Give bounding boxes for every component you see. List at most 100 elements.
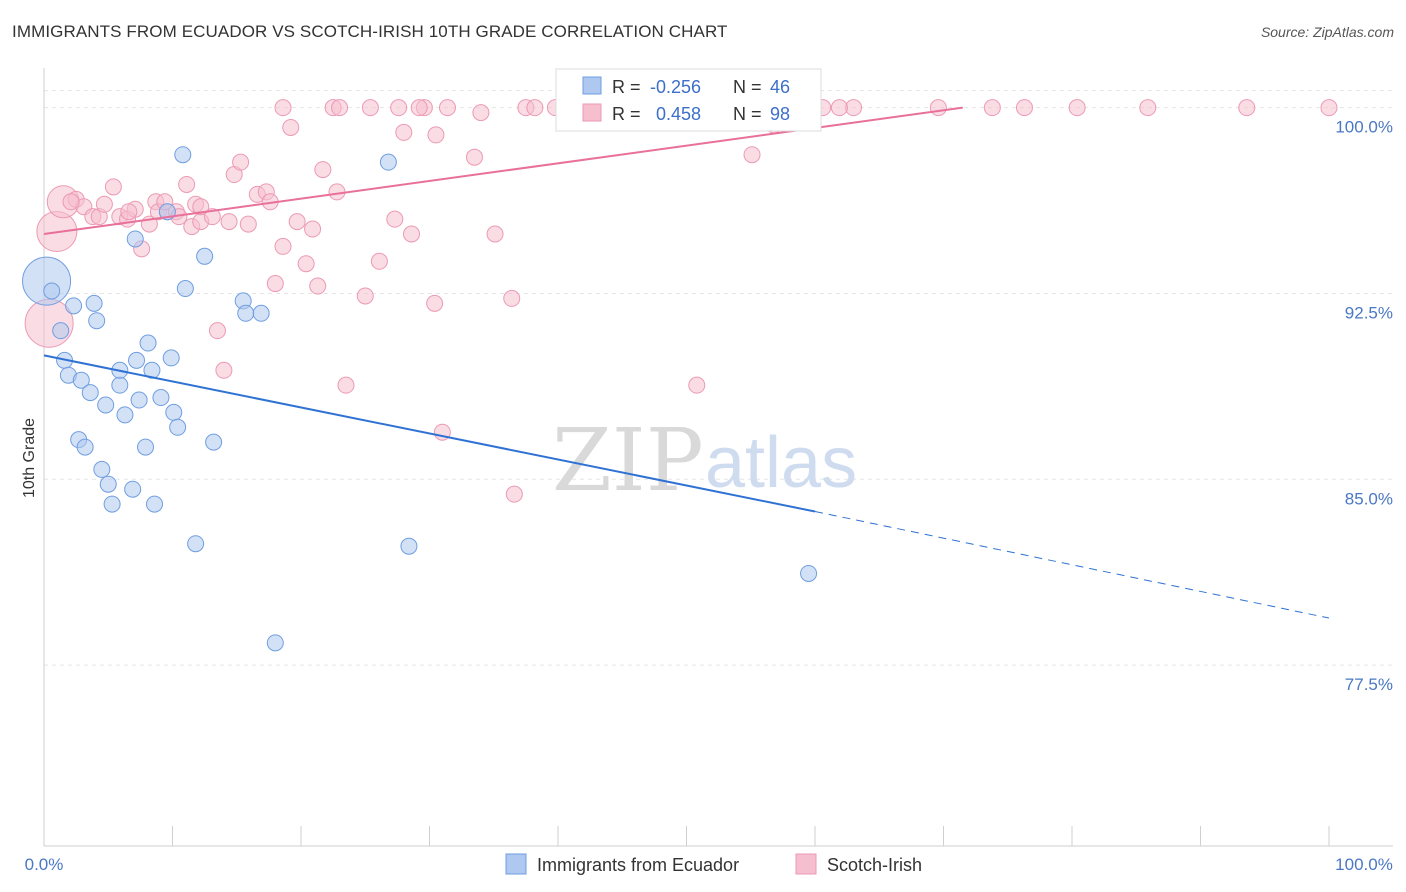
data-point-scotch-irish bbox=[297, 255, 315, 273]
axes bbox=[43, 68, 1393, 847]
data-point-ecuador bbox=[124, 480, 142, 498]
data-point-scotch-irish bbox=[274, 99, 292, 117]
data-point-scotch-irish bbox=[1068, 99, 1086, 117]
legend-label-scotch-irish: Scotch-Irish bbox=[827, 855, 922, 875]
data-point-scotch-irish bbox=[361, 99, 379, 117]
y-tick-labels: 77.5% 85.0% 92.5% 100.0% bbox=[1335, 118, 1393, 694]
stats-r-label-ecuador: R = bbox=[612, 77, 641, 97]
data-point-ecuador bbox=[379, 153, 397, 171]
data-point-scotch-irish bbox=[309, 277, 327, 295]
data-point-ecuador bbox=[176, 280, 194, 298]
data-point-scotch-irish bbox=[1015, 99, 1033, 117]
data-point-scotch-irish bbox=[337, 376, 355, 394]
data-point-scotch-irish bbox=[929, 99, 947, 117]
data-point-ecuador bbox=[43, 282, 61, 300]
data-point-ecuador bbox=[174, 146, 192, 164]
x-tick-label-min: 0.0% bbox=[25, 855, 64, 874]
data-point-scotch-irish bbox=[266, 275, 284, 293]
data-point-ecuador bbox=[85, 294, 103, 312]
data-point-ecuador bbox=[252, 304, 270, 322]
data-point-scotch-irish bbox=[505, 485, 523, 503]
data-point-scotch-irish bbox=[356, 287, 374, 305]
trend-line-ecuador-projection bbox=[814, 511, 1330, 619]
data-point-ecuador bbox=[266, 634, 284, 652]
data-point-scotch-irish bbox=[282, 118, 300, 136]
stats-r-value-ecuador: -0.256 bbox=[650, 77, 701, 97]
data-point-scotch-irish bbox=[1238, 99, 1256, 117]
x-tick-marks bbox=[43, 826, 1330, 846]
data-point-ecuador bbox=[65, 297, 83, 315]
data-point-ecuador bbox=[22, 256, 72, 306]
y-tick-label: 85.0% bbox=[1345, 489, 1393, 508]
data-point-ecuador bbox=[99, 475, 117, 493]
data-point-ecuador bbox=[128, 351, 146, 369]
data-point-scotch-irish bbox=[688, 376, 706, 394]
data-point-scotch-irish bbox=[178, 175, 196, 193]
data-point-ecuador bbox=[103, 495, 121, 513]
data-point-ecuador bbox=[130, 391, 148, 409]
data-point-ecuador bbox=[88, 312, 106, 330]
stats-n-label-scotch-irish: N = bbox=[733, 104, 762, 124]
data-point-scotch-irish bbox=[192, 198, 210, 216]
grid-lines bbox=[44, 90, 1393, 666]
legend: Immigrants from Ecuador Scotch-Irish bbox=[505, 853, 922, 875]
data-point-ecuador bbox=[139, 334, 157, 352]
data-point-scotch-irish bbox=[120, 203, 138, 221]
data-point-scotch-irish bbox=[104, 178, 122, 196]
data-point-ecuador bbox=[137, 438, 155, 456]
watermark-atlas: atlas bbox=[705, 423, 857, 503]
data-point-ecuador bbox=[93, 460, 111, 478]
trend-lines bbox=[43, 106, 1330, 619]
trend-line-ecuador bbox=[43, 354, 816, 513]
data-point-ecuador bbox=[126, 230, 144, 248]
data-point-ecuador bbox=[97, 396, 115, 414]
data-point-scotch-irish bbox=[743, 146, 761, 164]
data-point-scotch-irish bbox=[410, 99, 428, 117]
data-point-ecuador bbox=[169, 418, 187, 436]
stats-box: R = -0.256 N = 46 R = 0.458 N = 98 bbox=[555, 68, 822, 132]
data-point-ecuador bbox=[205, 433, 223, 451]
data-point-scotch-irish bbox=[220, 213, 238, 231]
watermark-zip: ZIP bbox=[552, 411, 704, 511]
data-point-scotch-irish bbox=[331, 99, 349, 117]
data-point-scotch-irish bbox=[304, 220, 322, 238]
data-point-ecuador bbox=[237, 304, 255, 322]
data-point-ecuador bbox=[111, 376, 129, 394]
stats-r-value-scotch-irish: 0.458 bbox=[656, 104, 701, 124]
data-point-scotch-irish bbox=[426, 294, 444, 312]
data-point-ecuador bbox=[76, 438, 94, 456]
x-tick-label-max: 100.0% bbox=[1335, 855, 1393, 874]
data-point-scotch-irish bbox=[208, 322, 226, 340]
stats-n-value-ecuador: 46 bbox=[770, 77, 790, 97]
data-point-scotch-irish bbox=[845, 99, 863, 117]
data-point-ecuador bbox=[81, 384, 99, 402]
data-point-scotch-irish bbox=[232, 153, 250, 171]
stats-swatch-scotch-irish bbox=[582, 103, 602, 122]
legend-label-ecuador: Immigrants from Ecuador bbox=[537, 855, 739, 875]
y-tick-label: 92.5% bbox=[1345, 303, 1393, 322]
watermark: ZIP atlas bbox=[552, 411, 857, 511]
data-point-ecuador bbox=[196, 247, 214, 265]
data-point-ecuador bbox=[52, 322, 70, 340]
data-point-scotch-irish bbox=[472, 104, 490, 122]
data-point-scotch-irish bbox=[403, 225, 421, 243]
data-point-scotch-irish bbox=[370, 252, 388, 270]
data-point-ecuador bbox=[400, 537, 418, 555]
data-point-scotch-irish bbox=[983, 99, 1001, 117]
data-point-scotch-irish bbox=[830, 99, 848, 117]
data-point-scotch-irish bbox=[203, 208, 221, 226]
data-point-scotch-irish bbox=[1139, 99, 1157, 117]
data-point-ecuador bbox=[146, 495, 164, 513]
stats-n-label-ecuador: N = bbox=[733, 77, 762, 97]
y-tick-label: 77.5% bbox=[1345, 675, 1393, 694]
data-point-scotch-irish bbox=[274, 237, 292, 255]
data-point-ecuador bbox=[187, 535, 205, 553]
chart-source: Source: ZipAtlas.com bbox=[1260, 24, 1394, 40]
data-point-scotch-irish bbox=[395, 123, 413, 141]
data-point-ecuador bbox=[162, 349, 180, 367]
data-point-ecuador bbox=[152, 389, 170, 407]
data-point-scotch-irish bbox=[215, 361, 233, 379]
series-ecuador-points bbox=[22, 146, 818, 652]
data-point-scotch-irish bbox=[503, 289, 521, 307]
